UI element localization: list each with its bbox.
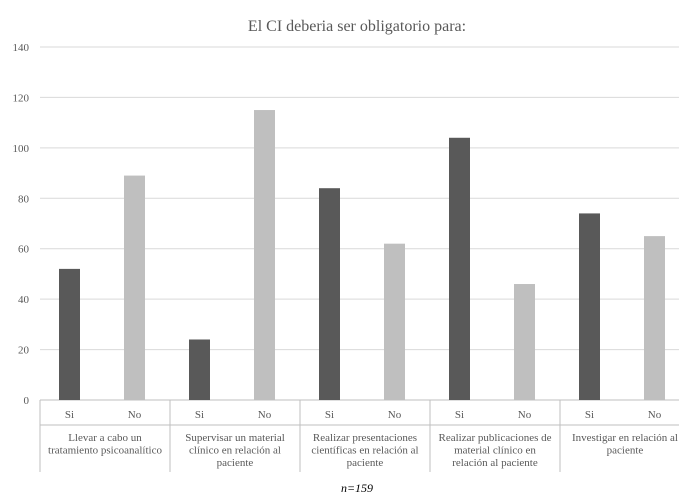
x-category-label: Si — [65, 409, 74, 421]
x-group-label-line: relación al paciente — [452, 457, 538, 469]
x-category-label: No — [258, 409, 272, 421]
sample-size-note: n=159 — [341, 481, 373, 495]
chart-title: El CI deberia ser obligatorio para: — [248, 18, 466, 35]
bar — [644, 236, 665, 400]
x-category-label: No — [518, 409, 532, 421]
gridlines — [39, 46, 679, 472]
y-tick-label: 100 — [13, 143, 30, 155]
x-group-label-line: paciente — [607, 445, 644, 457]
bar — [514, 284, 535, 400]
y-tick-label: 60 — [18, 244, 30, 256]
x-category-label: Si — [455, 409, 464, 421]
x-group-label-line: Realizar publicaciones de — [438, 432, 551, 444]
bar — [189, 339, 210, 400]
x-group-label-line: Llevar a cabo un — [68, 432, 142, 444]
x-group-label-line: científicas en relación al — [311, 445, 418, 457]
bar — [319, 188, 340, 400]
x-group-label-line: clínico en relación al — [189, 445, 281, 457]
x-group-label-line: Realizar presentaciones — [313, 432, 417, 444]
x-group-label-line: tratamiento psicoanalítico — [48, 445, 162, 457]
x-group-label-line: paciente — [217, 457, 254, 469]
bar — [384, 243, 405, 400]
x-group-label-line: material clínico en — [454, 445, 536, 457]
x-group-label: Llevar a cabo un tratamiento psicoanalíti… — [48, 432, 162, 457]
x-group-label: Realizar publicaciones de material clínic… — [438, 432, 551, 469]
x-category-label: No — [648, 409, 662, 421]
bar — [579, 213, 600, 400]
x-group-label: Realizar presentaciones científicas en re… — [311, 432, 418, 469]
x-category-label: Si — [195, 409, 204, 421]
x-group-label: Supervisar un material clínico en relació… — [185, 432, 285, 469]
x-group-label: Investigar en relación al paciente — [572, 432, 678, 457]
y-tick-label: 140 — [13, 42, 30, 54]
x-category-label: Si — [325, 409, 334, 421]
x-group-label-line: Investigar en relación al — [572, 432, 678, 444]
x-axis-group-labels: Llevar a cabo un tratamiento psicoanalíti… — [48, 432, 678, 469]
y-tick-label: 40 — [18, 294, 30, 306]
x-group-label-line: paciente — [347, 457, 384, 469]
bar — [449, 137, 470, 400]
x-axis-category-labels: Si No Si No Si No Si No Si No — [65, 409, 662, 421]
y-tick-label: 0 — [24, 395, 30, 407]
y-tick-label: 20 — [18, 345, 30, 357]
bars — [59, 110, 665, 401]
y-tick-label: 120 — [13, 92, 30, 104]
bar — [59, 268, 80, 400]
bar — [124, 175, 145, 400]
x-group-label-line: Supervisar un material — [185, 432, 285, 444]
y-tick-label: 80 — [18, 193, 30, 205]
x-category-label: No — [128, 409, 142, 421]
y-axis-ticks: 0 20 40 60 80 100 120 140 — [13, 42, 30, 407]
x-category-label: No — [388, 409, 402, 421]
x-category-label: Si — [585, 409, 594, 421]
bar — [254, 110, 275, 401]
